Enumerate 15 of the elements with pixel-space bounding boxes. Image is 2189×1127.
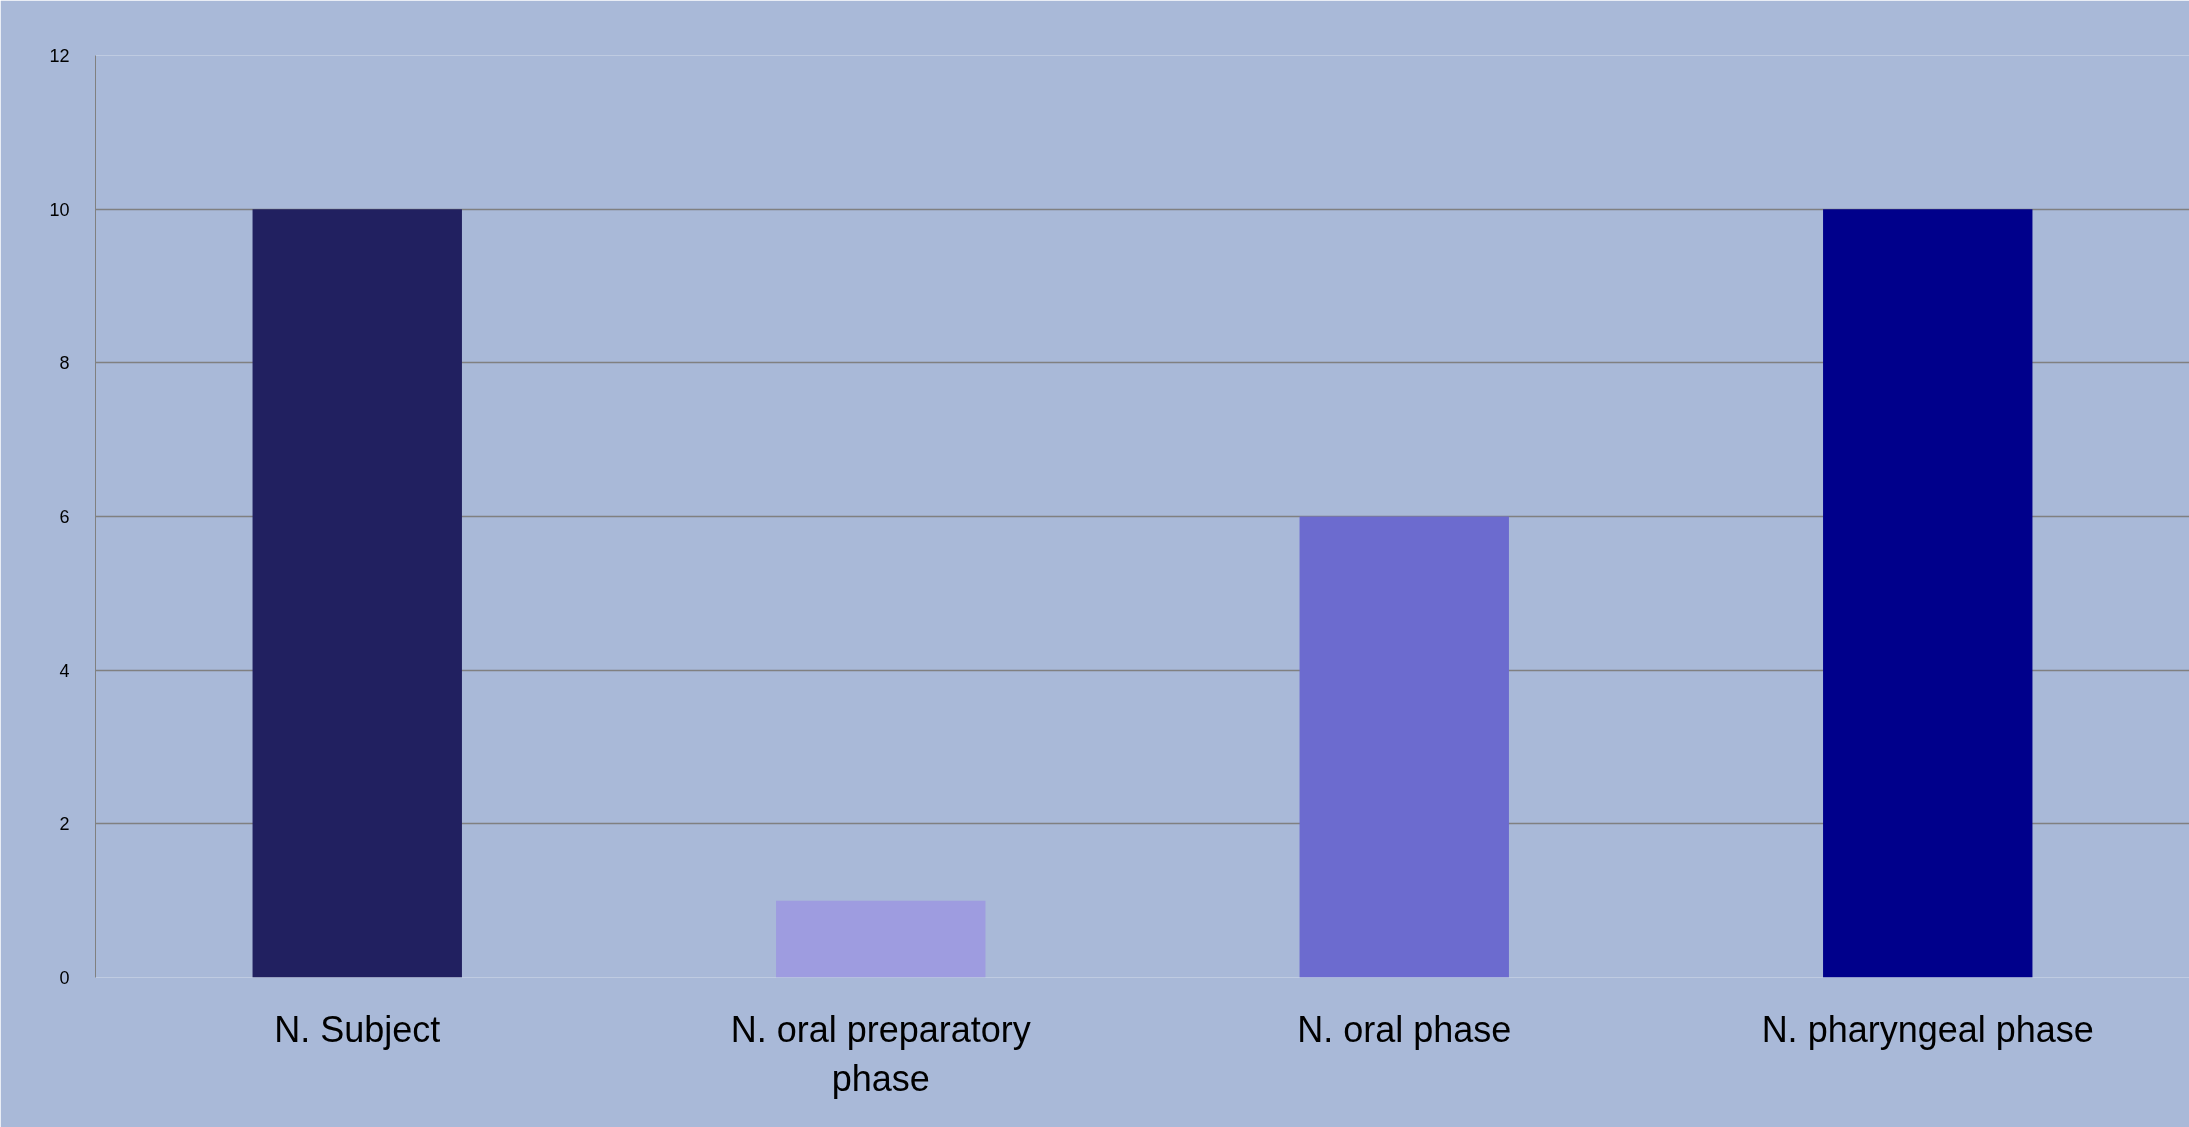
bar bbox=[1299, 516, 1509, 978]
y-tick-label: 2 bbox=[59, 814, 70, 835]
y-tick-label: 10 bbox=[49, 199, 70, 220]
y-tick-label: 12 bbox=[49, 46, 70, 66]
x-tick-label: N. pharyngeal phase bbox=[1761, 1008, 2094, 1050]
x-tick-label: N. oral phase bbox=[1297, 1008, 1512, 1050]
y-tick-label: 6 bbox=[59, 507, 70, 527]
y-tick-label: 4 bbox=[59, 660, 70, 681]
bar bbox=[252, 209, 462, 978]
bar bbox=[776, 900, 986, 978]
bar bbox=[1823, 209, 2033, 978]
x-tick-label: N. oral preparatory phase bbox=[730, 1008, 1031, 1099]
y-tick-label: 0 bbox=[59, 968, 70, 988]
x-tick-label: N. Subject bbox=[274, 1008, 441, 1050]
y-tick-label: 8 bbox=[59, 353, 70, 374]
